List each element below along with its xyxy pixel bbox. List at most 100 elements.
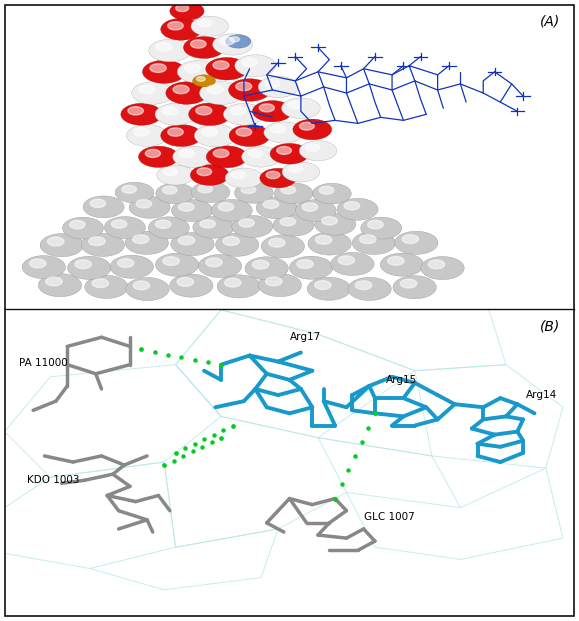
Circle shape bbox=[46, 277, 62, 286]
Circle shape bbox=[81, 233, 124, 256]
Circle shape bbox=[393, 276, 437, 299]
Circle shape bbox=[258, 274, 302, 297]
Circle shape bbox=[193, 75, 215, 87]
Circle shape bbox=[337, 198, 378, 220]
Circle shape bbox=[245, 257, 288, 280]
Text: (A): (A) bbox=[540, 14, 560, 28]
Circle shape bbox=[348, 278, 391, 301]
Circle shape bbox=[322, 217, 338, 225]
Circle shape bbox=[270, 143, 309, 164]
Circle shape bbox=[306, 143, 320, 152]
Circle shape bbox=[197, 19, 211, 27]
Circle shape bbox=[280, 217, 296, 226]
Circle shape bbox=[150, 64, 166, 73]
Circle shape bbox=[241, 186, 256, 194]
Circle shape bbox=[68, 256, 111, 279]
Circle shape bbox=[288, 165, 303, 173]
Circle shape bbox=[171, 199, 212, 222]
Text: Arg17: Arg17 bbox=[290, 332, 321, 342]
Circle shape bbox=[428, 260, 445, 269]
Circle shape bbox=[235, 55, 276, 76]
Circle shape bbox=[129, 196, 170, 218]
Circle shape bbox=[185, 64, 200, 73]
Circle shape bbox=[173, 85, 189, 94]
Circle shape bbox=[319, 186, 334, 194]
Text: Arg15: Arg15 bbox=[386, 375, 417, 385]
Circle shape bbox=[195, 124, 236, 147]
Circle shape bbox=[344, 202, 360, 210]
Circle shape bbox=[196, 76, 205, 81]
Circle shape bbox=[207, 85, 223, 94]
Circle shape bbox=[352, 232, 395, 255]
Circle shape bbox=[206, 58, 248, 80]
Circle shape bbox=[215, 233, 259, 256]
Circle shape bbox=[226, 35, 251, 48]
Circle shape bbox=[163, 168, 177, 176]
Circle shape bbox=[308, 232, 351, 255]
Circle shape bbox=[315, 214, 356, 235]
Circle shape bbox=[316, 235, 332, 244]
Circle shape bbox=[118, 259, 134, 268]
Circle shape bbox=[206, 258, 222, 267]
Circle shape bbox=[148, 217, 189, 238]
Circle shape bbox=[302, 203, 318, 211]
Circle shape bbox=[127, 125, 167, 147]
Circle shape bbox=[223, 103, 265, 125]
Circle shape bbox=[402, 235, 419, 243]
Circle shape bbox=[47, 237, 64, 246]
Text: GLC 1007: GLC 1007 bbox=[364, 512, 415, 522]
Circle shape bbox=[136, 200, 152, 208]
Circle shape bbox=[212, 34, 252, 55]
Circle shape bbox=[156, 183, 195, 204]
Circle shape bbox=[166, 82, 208, 104]
Circle shape bbox=[199, 255, 241, 278]
Circle shape bbox=[295, 199, 336, 222]
Circle shape bbox=[266, 171, 280, 179]
Circle shape bbox=[69, 220, 85, 229]
Circle shape bbox=[142, 60, 186, 83]
Circle shape bbox=[161, 125, 201, 147]
Circle shape bbox=[229, 79, 271, 101]
Circle shape bbox=[131, 82, 174, 104]
Circle shape bbox=[197, 168, 212, 176]
Circle shape bbox=[162, 107, 178, 115]
Circle shape bbox=[293, 119, 332, 140]
Circle shape bbox=[38, 274, 82, 297]
Circle shape bbox=[282, 162, 320, 182]
Circle shape bbox=[236, 128, 252, 136]
Circle shape bbox=[297, 260, 313, 268]
Circle shape bbox=[387, 256, 404, 265]
Circle shape bbox=[361, 217, 402, 239]
Circle shape bbox=[83, 196, 124, 218]
Circle shape bbox=[156, 43, 172, 51]
Circle shape bbox=[232, 215, 273, 237]
Circle shape bbox=[128, 107, 144, 115]
Circle shape bbox=[230, 107, 246, 115]
Circle shape bbox=[242, 58, 258, 66]
Circle shape bbox=[259, 104, 274, 112]
Circle shape bbox=[252, 101, 292, 122]
Circle shape bbox=[191, 16, 229, 36]
Circle shape bbox=[104, 217, 145, 238]
Circle shape bbox=[270, 125, 286, 133]
Circle shape bbox=[134, 128, 149, 136]
Circle shape bbox=[121, 103, 162, 125]
Circle shape bbox=[265, 79, 280, 88]
Circle shape bbox=[155, 220, 171, 229]
Circle shape bbox=[263, 200, 278, 209]
Circle shape bbox=[162, 186, 177, 194]
Circle shape bbox=[288, 101, 303, 109]
Circle shape bbox=[213, 149, 229, 158]
Circle shape bbox=[115, 182, 154, 203]
Circle shape bbox=[400, 279, 417, 288]
Circle shape bbox=[307, 277, 350, 301]
Circle shape bbox=[133, 235, 149, 243]
Circle shape bbox=[149, 39, 191, 61]
Circle shape bbox=[170, 274, 213, 297]
Circle shape bbox=[248, 150, 263, 157]
Circle shape bbox=[90, 199, 105, 207]
Circle shape bbox=[155, 103, 196, 125]
Circle shape bbox=[232, 171, 246, 179]
Text: PA 11000: PA 11000 bbox=[19, 358, 68, 368]
Circle shape bbox=[122, 185, 137, 193]
